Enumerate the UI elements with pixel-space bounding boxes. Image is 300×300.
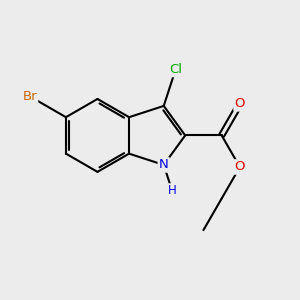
Text: H: H (168, 184, 177, 197)
Text: N: N (159, 158, 169, 171)
Text: O: O (235, 97, 245, 110)
Text: Br: Br (22, 90, 37, 103)
Text: O: O (235, 160, 245, 173)
Text: Cl: Cl (169, 63, 182, 76)
